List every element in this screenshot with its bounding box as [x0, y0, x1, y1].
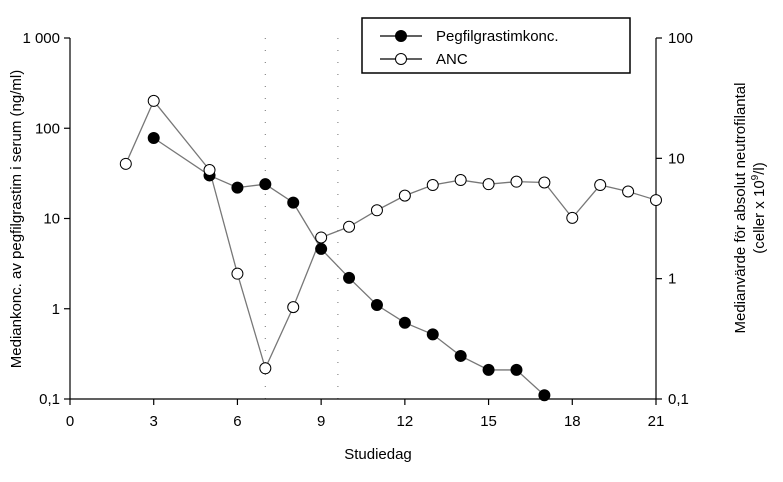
data-point-pegfilgrastim: [147, 131, 160, 144]
legend-label-pegfilgrastim: Pegfilgrastimkonc.: [436, 28, 559, 45]
legend-label-anc: ANC: [436, 51, 468, 68]
data-point-anc: [454, 174, 467, 187]
x-tick-label: 3: [150, 413, 158, 430]
data-point-anc: [538, 176, 551, 189]
legend-box: [361, 17, 631, 74]
data-point-pegfilgrastim: [482, 363, 495, 376]
data-point-anc: [259, 362, 272, 375]
data-point-anc: [370, 204, 383, 217]
data-point-anc: [119, 157, 132, 170]
data-point-anc: [426, 179, 439, 192]
data-point-pegfilgrastim: [315, 242, 328, 255]
series-line-anc: [125, 99, 657, 371]
data-point-anc: [398, 189, 411, 202]
y-axis-right-label-suffix: /l): [751, 162, 768, 175]
data-point-anc: [287, 301, 300, 314]
y-left-tick-label: 0,1: [39, 391, 60, 408]
y-right-tick-label: 1: [668, 271, 676, 288]
legend-marker-anc: [395, 53, 407, 65]
y-left-tick-label: 10: [43, 211, 60, 228]
data-point-anc: [566, 211, 579, 224]
series-points: [119, 94, 662, 402]
x-tick-label: 9: [317, 413, 325, 430]
x-tick-label: 21: [648, 413, 665, 430]
data-point-pegfilgrastim: [259, 178, 272, 191]
data-point-pegfilgrastim: [398, 316, 411, 329]
x-tick-label: 12: [397, 413, 414, 430]
x-tick-label: 15: [480, 413, 497, 430]
data-point-pegfilgrastim: [370, 299, 383, 312]
y-axis-right-label-prefix: (celler x 10: [751, 180, 768, 253]
y-left-tick-label: 1: [52, 301, 60, 318]
legend-marker-pegfilgrastim: [395, 30, 407, 42]
y-axis-right-label-sup: 9: [750, 174, 761, 180]
y-axis-right-label-line2: (celler x 109/l): [750, 162, 768, 253]
legend: Pegfilgrastimkonc. ANC: [361, 17, 631, 74]
x-tick-label: 18: [564, 413, 581, 430]
y-right-tick-label: 10: [668, 150, 685, 167]
y-right-tick-label: 100: [668, 30, 693, 47]
y-right-tick-label: 0,1: [668, 391, 689, 408]
data-point-pegfilgrastim: [510, 363, 523, 376]
data-point-pegfilgrastim: [343, 271, 356, 284]
data-point-anc: [622, 185, 635, 198]
y-left-tick-label: 100: [35, 120, 60, 137]
data-point-pegfilgrastim: [287, 196, 300, 209]
x-tick-label: 6: [233, 413, 241, 430]
y-axis-right-label-line1: Medianvärde för absolut neutrofilantal: [732, 83, 749, 334]
y-left-tick-label: 1 000: [22, 30, 60, 47]
data-point-pegfilgrastim: [454, 349, 467, 362]
x-tick-label: 0: [66, 413, 74, 430]
data-point-anc: [343, 220, 356, 233]
data-point-anc: [650, 194, 662, 207]
data-point-pegfilgrastim: [538, 389, 551, 402]
dotted-vertical-lines: [264, 38, 339, 399]
data-point-anc: [510, 175, 523, 188]
data-point-pegfilgrastim: [426, 328, 439, 341]
x-axis-label: Studiedag: [344, 446, 412, 463]
data-point-anc: [147, 94, 160, 107]
data-point-anc: [315, 231, 328, 244]
y-axis-left-label: Mediankonc. av pegfilgrastim i serum (ng…: [8, 70, 25, 368]
data-point-anc: [594, 179, 607, 192]
data-point-anc: [203, 163, 216, 176]
data-point-pegfilgrastim: [231, 181, 244, 194]
data-point-anc: [231, 267, 244, 280]
data-point-anc: [482, 178, 495, 191]
series-lines: [125, 99, 657, 396]
